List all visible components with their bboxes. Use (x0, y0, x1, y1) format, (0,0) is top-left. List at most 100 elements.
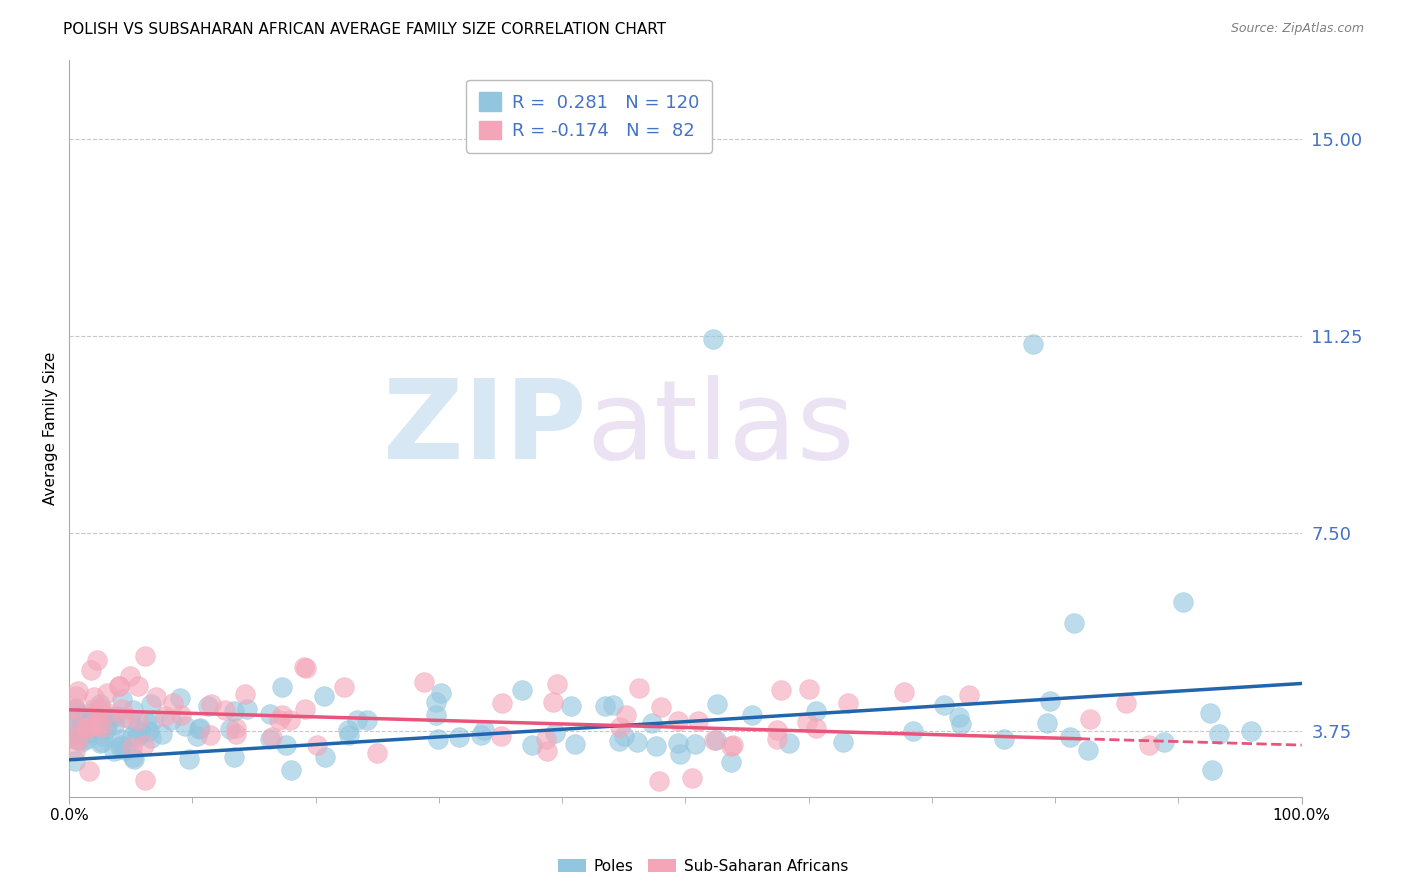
Point (111, 701, 134, 715)
Point (430, 686, 453, 700)
Point (104, 708, 127, 723)
Y-axis label: Average Family Size: Average Family Size (44, 351, 58, 505)
Point (214, 703, 236, 717)
Point (614, 708, 637, 723)
Point (121, 750, 143, 764)
Point (70, 727, 93, 741)
Point (337, 728, 360, 742)
Point (134, 772, 156, 787)
Point (1137, 738, 1160, 752)
Point (666, 735, 689, 749)
Point (100, 710, 122, 724)
Point (65, 701, 87, 715)
Point (1039, 694, 1062, 708)
Point (122, 751, 145, 765)
Point (806, 705, 828, 719)
Point (97, 706, 120, 721)
Point (65, 689, 87, 703)
Point (110, 731, 132, 746)
Point (120, 712, 142, 726)
Point (132, 738, 155, 752)
Point (1173, 595, 1195, 609)
Point (259, 731, 281, 746)
Point (356, 714, 378, 728)
Point (112, 709, 135, 723)
Point (683, 737, 706, 751)
Point (425, 695, 447, 709)
Point (67, 683, 90, 698)
Point (645, 739, 668, 754)
Point (135, 714, 157, 729)
Point (627, 681, 650, 695)
Point (765, 723, 787, 738)
Point (704, 733, 727, 747)
Point (769, 682, 792, 697)
Point (177, 752, 200, 766)
Point (806, 721, 828, 735)
Point (1240, 723, 1263, 738)
Point (650, 699, 672, 714)
Point (86, 719, 108, 733)
Point (89, 701, 111, 715)
Point (82, 708, 104, 723)
Point (314, 750, 336, 764)
Point (932, 698, 955, 713)
Point (312, 689, 335, 703)
Point (76, 720, 98, 734)
Point (837, 696, 859, 710)
Point (122, 703, 145, 717)
Point (280, 763, 302, 777)
Point (799, 681, 821, 696)
Point (80, 663, 103, 677)
Text: ZIP: ZIP (384, 375, 586, 482)
Point (534, 732, 557, 747)
Point (564, 737, 586, 751)
Point (546, 677, 568, 691)
Point (103, 744, 125, 758)
Point (766, 731, 789, 746)
Point (65, 703, 87, 717)
Point (948, 710, 970, 724)
Point (470, 728, 492, 742)
Point (893, 684, 915, 698)
Point (65, 731, 87, 746)
Point (686, 714, 709, 728)
Point (65, 755, 87, 769)
Legend: Poles, Sub-Saharan Africans: Poles, Sub-Saharan Africans (553, 853, 853, 880)
Point (93, 711, 115, 725)
Point (641, 716, 664, 731)
Point (778, 736, 800, 750)
Point (118, 669, 141, 683)
Point (901, 724, 924, 739)
Point (648, 773, 671, 788)
Point (270, 680, 292, 694)
Point (609, 720, 631, 734)
Point (107, 679, 129, 693)
Text: POLISH VS SUBSAHARAN AFRICAN AVERAGE FAMILY SIZE CORRELATION CHART: POLISH VS SUBSAHARAN AFRICAN AVERAGE FAM… (63, 22, 666, 37)
Point (82, 719, 104, 733)
Point (949, 716, 972, 731)
Point (138, 723, 160, 738)
Point (1059, 731, 1081, 745)
Point (139, 731, 162, 745)
Point (65, 702, 87, 716)
Point (90, 720, 112, 734)
Point (134, 648, 156, 663)
Point (413, 674, 436, 689)
Point (666, 714, 689, 728)
Point (720, 756, 742, 770)
Point (76, 732, 98, 747)
Point (188, 722, 211, 736)
Point (262, 730, 284, 744)
Point (225, 727, 247, 741)
Point (669, 747, 692, 762)
Point (127, 722, 149, 736)
Point (613, 729, 636, 743)
Point (222, 704, 245, 718)
Point (235, 702, 257, 716)
Legend: R =  0.281   N = 120, R = -0.174   N =  82: R = 0.281 N = 120, R = -0.174 N = 82 (467, 79, 711, 153)
Point (295, 661, 318, 675)
Point (150, 727, 173, 741)
Point (67, 731, 90, 746)
Point (957, 688, 980, 702)
